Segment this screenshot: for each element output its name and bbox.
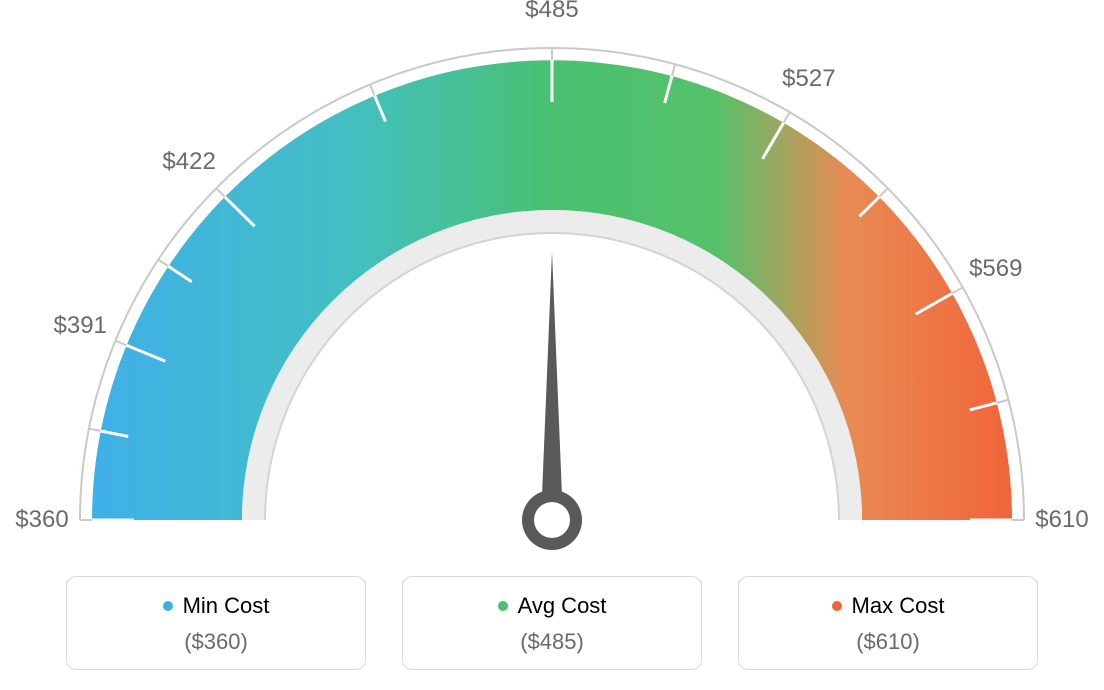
dot-icon [163,601,173,611]
legend-title-text: Avg Cost [518,593,607,619]
gauge-tick-label: $485 [525,0,578,24]
dot-icon [832,601,842,611]
gauge-svg [0,0,1104,560]
gauge-tick-label: $527 [782,65,835,93]
legend-value-min: ($360) [67,629,365,655]
legend-title-avg: Avg Cost [498,593,607,619]
legend-card-min: Min Cost ($360) [66,576,366,670]
legend-value-avg: ($485) [403,629,701,655]
legend-card-avg: Avg Cost ($485) [402,576,702,670]
legend-title-text: Min Cost [183,593,270,619]
legend-row: Min Cost ($360) Avg Cost ($485) Max Cost… [0,576,1104,670]
gauge-tick-label: $569 [969,255,1022,283]
legend-title-min: Min Cost [163,593,270,619]
legend-title-text: Max Cost [852,593,945,619]
legend-title-max: Max Cost [832,593,945,619]
legend-value-max: ($610) [739,629,1037,655]
gauge-tick-label: $391 [54,312,107,340]
legend-card-max: Max Cost ($610) [738,576,1038,670]
gauge-container: $360 $391 $422 $485 $527 $569 $610 [0,0,1104,560]
dot-icon [498,601,508,611]
gauge-tick-label: $610 [1035,506,1088,534]
gauge-tick-label: $422 [162,148,215,176]
gauge-tick-label: $360 [15,506,68,534]
